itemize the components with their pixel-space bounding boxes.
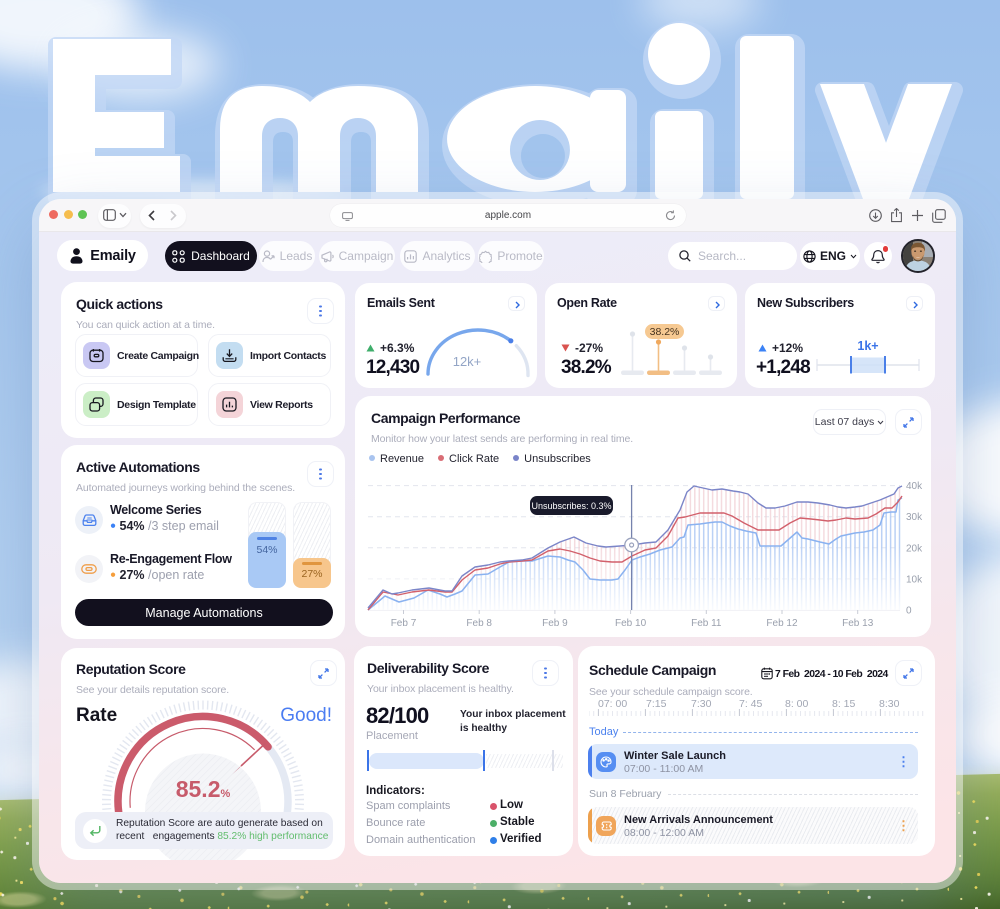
svg-text:Unsubscribes: 0.3%: Unsubscribes: 0.3% [531, 501, 611, 511]
svg-text:1k+: 1k+ [857, 339, 878, 353]
svg-text:38.2%: 38.2% [650, 326, 680, 338]
svg-text:40k: 40k [906, 481, 923, 492]
svg-text:Feb 9: Feb 9 [542, 618, 568, 629]
svg-text:20k: 20k [906, 543, 923, 554]
svg-text:Feb 13: Feb 13 [842, 618, 874, 629]
svg-text:Feb 8: Feb 8 [466, 618, 492, 629]
svg-text:0: 0 [906, 606, 912, 617]
svg-text:30k: 30k [906, 512, 923, 523]
svg-text:Feb 12: Feb 12 [766, 618, 798, 629]
svg-text:Feb 10: Feb 10 [615, 618, 647, 629]
svg-text:12k+: 12k+ [453, 354, 482, 369]
svg-text:10k: 10k [906, 574, 923, 585]
svg-text:Feb 11: Feb 11 [691, 618, 722, 629]
svg-text:Feb 7: Feb 7 [391, 618, 417, 629]
